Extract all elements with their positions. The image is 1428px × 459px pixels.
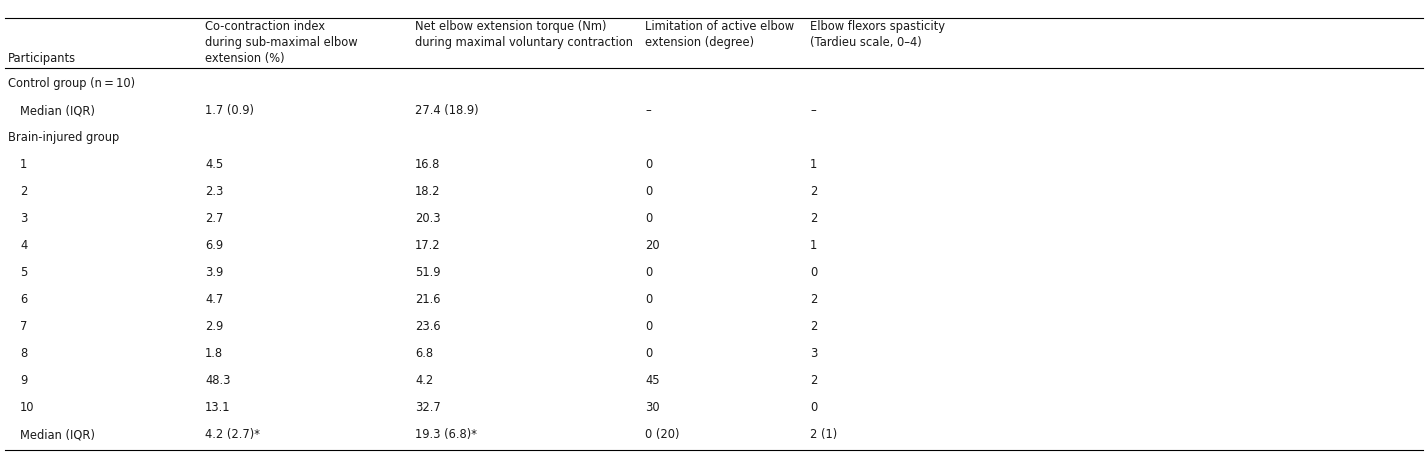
Text: 4.2: 4.2: [416, 374, 433, 387]
Text: 1: 1: [20, 158, 27, 171]
Text: 0: 0: [810, 266, 817, 279]
Text: 45: 45: [645, 374, 660, 387]
Text: 20.3: 20.3: [416, 212, 441, 225]
Text: 0: 0: [645, 185, 653, 198]
Text: 48.3: 48.3: [206, 374, 230, 387]
Text: 30: 30: [645, 401, 660, 414]
Text: 1: 1: [810, 239, 817, 252]
Text: 4.5: 4.5: [206, 158, 223, 171]
Text: 21.6: 21.6: [416, 293, 440, 306]
Text: 0: 0: [645, 320, 653, 333]
Text: Co-contraction index
during sub-maximal elbow
extension (%): Co-contraction index during sub-maximal …: [206, 20, 357, 65]
Text: Median (IQR): Median (IQR): [20, 104, 96, 117]
Text: 0: 0: [645, 347, 653, 360]
Text: 3.9: 3.9: [206, 266, 223, 279]
Text: 3: 3: [20, 212, 27, 225]
Text: 20: 20: [645, 239, 660, 252]
Text: Participants: Participants: [9, 52, 76, 65]
Text: 8: 8: [20, 347, 27, 360]
Text: 2.9: 2.9: [206, 320, 223, 333]
Text: Median (IQR): Median (IQR): [20, 428, 96, 441]
Text: 18.2: 18.2: [416, 185, 440, 198]
Text: 1.8: 1.8: [206, 347, 223, 360]
Text: 2: 2: [810, 185, 817, 198]
Text: 1: 1: [810, 158, 817, 171]
Text: 2: 2: [20, 185, 27, 198]
Text: 10: 10: [20, 401, 34, 414]
Text: 51.9: 51.9: [416, 266, 440, 279]
Text: Control group (n = 10): Control group (n = 10): [9, 77, 136, 90]
Text: 6.9: 6.9: [206, 239, 223, 252]
Text: 0: 0: [810, 401, 817, 414]
Text: 5: 5: [20, 266, 27, 279]
Text: 0 (20): 0 (20): [645, 428, 680, 441]
Text: Elbow flexors spasticity
(Tardieu scale, 0–4): Elbow flexors spasticity (Tardieu scale,…: [810, 20, 945, 49]
Text: 4.7: 4.7: [206, 293, 223, 306]
Text: 19.3 (6.8)*: 19.3 (6.8)*: [416, 428, 477, 441]
Text: –: –: [645, 104, 651, 117]
Text: 7: 7: [20, 320, 27, 333]
Text: 0: 0: [645, 266, 653, 279]
Text: 2: 2: [810, 212, 817, 225]
Text: 13.1: 13.1: [206, 401, 230, 414]
Text: 27.4 (18.9): 27.4 (18.9): [416, 104, 478, 117]
Text: –: –: [810, 104, 815, 117]
Text: 2.3: 2.3: [206, 185, 223, 198]
Text: 2: 2: [810, 374, 817, 387]
Text: 4.2 (2.7)*: 4.2 (2.7)*: [206, 428, 260, 441]
Text: 3: 3: [810, 347, 817, 360]
Text: Net elbow extension torque (Nm)
during maximal voluntary contraction: Net elbow extension torque (Nm) during m…: [416, 20, 633, 49]
Text: 2.7: 2.7: [206, 212, 223, 225]
Text: 23.6: 23.6: [416, 320, 441, 333]
Text: 0: 0: [645, 158, 653, 171]
Text: 16.8: 16.8: [416, 158, 440, 171]
Text: 0: 0: [645, 293, 653, 306]
Text: Limitation of active elbow
extension (degree): Limitation of active elbow extension (de…: [645, 20, 794, 49]
Text: 2 (1): 2 (1): [810, 428, 837, 441]
Text: 0: 0: [645, 212, 653, 225]
Text: 9: 9: [20, 374, 27, 387]
Text: 32.7: 32.7: [416, 401, 441, 414]
Text: 6: 6: [20, 293, 27, 306]
Text: 2: 2: [810, 320, 817, 333]
Text: Brain-injured group: Brain-injured group: [9, 131, 120, 144]
Text: 1.7 (0.9): 1.7 (0.9): [206, 104, 254, 117]
Text: 17.2: 17.2: [416, 239, 441, 252]
Text: 6.8: 6.8: [416, 347, 433, 360]
Text: 4: 4: [20, 239, 27, 252]
Text: 2: 2: [810, 293, 817, 306]
